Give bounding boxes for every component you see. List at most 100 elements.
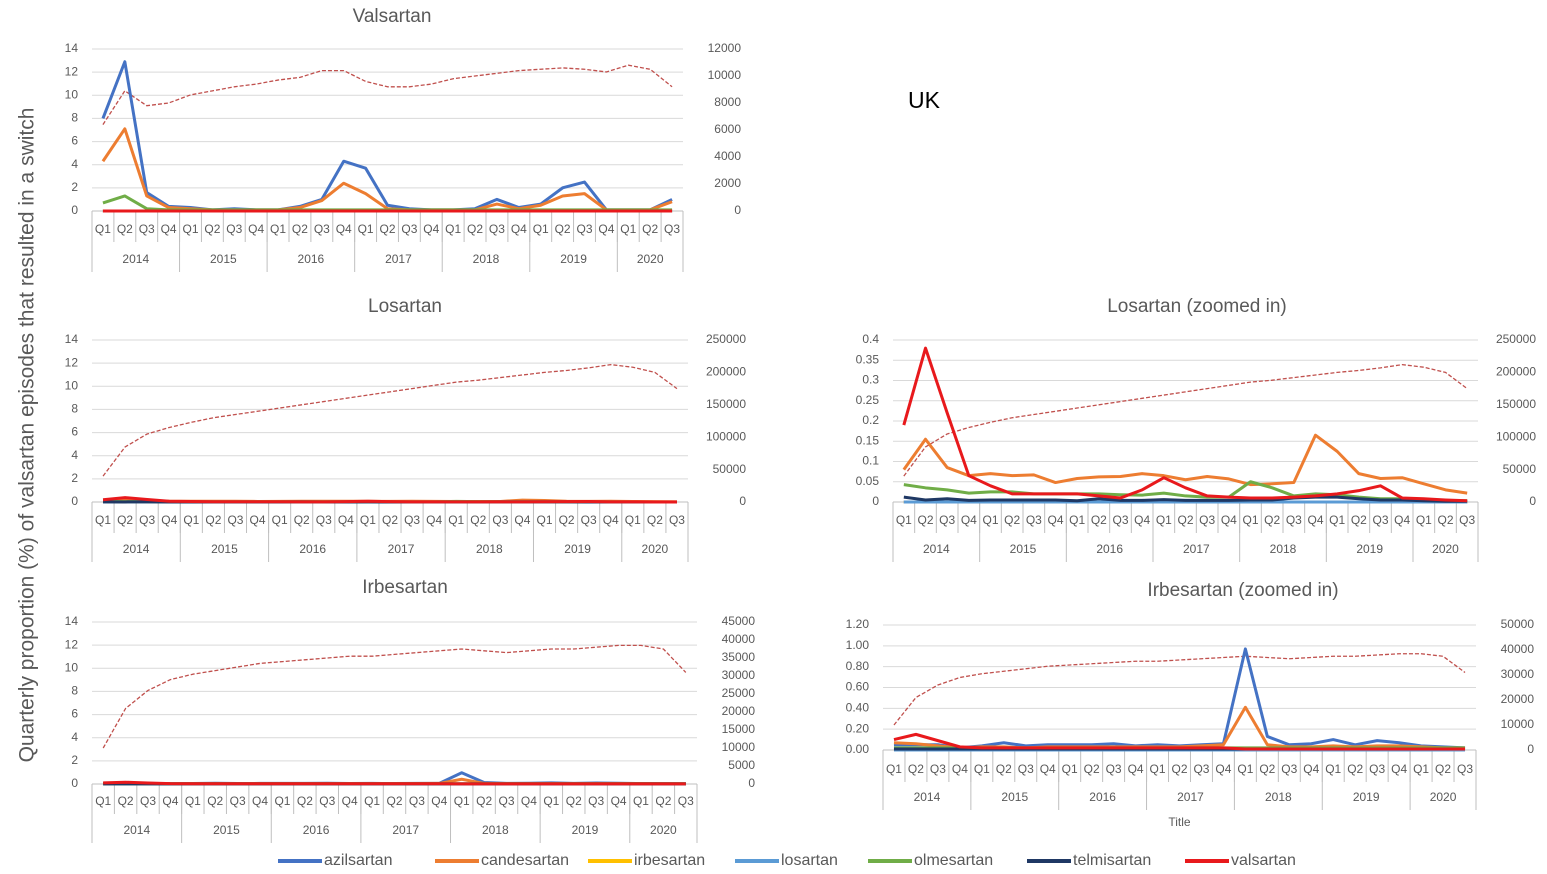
x-tick-label: Q1 bbox=[448, 513, 464, 527]
x-tick-label: Q1 bbox=[982, 513, 998, 527]
total-line bbox=[903, 363, 1468, 477]
x-tick-label: Q1 bbox=[1062, 762, 1078, 776]
x-tick-label: Q4 bbox=[161, 222, 177, 236]
y-tick-label: 0 bbox=[872, 494, 879, 508]
x-tick-label: Q2 bbox=[1171, 762, 1187, 776]
y2-tick-label: 5000 bbox=[728, 758, 755, 772]
x-tick-label: Q2 bbox=[204, 222, 220, 236]
year-label: 2014 bbox=[923, 542, 950, 556]
y-tick-label: 0.2 bbox=[862, 413, 879, 427]
x-tick-label: Q4 bbox=[1128, 762, 1144, 776]
legend-label: olmesartan bbox=[914, 852, 993, 869]
year-label: 2020 bbox=[642, 542, 669, 556]
legend-label: azilsartan bbox=[324, 852, 392, 869]
x-tick-label: Q4 bbox=[1134, 513, 1150, 527]
year-label: 2019 bbox=[572, 823, 599, 837]
x-tick-label: Q1 bbox=[1069, 513, 1085, 527]
x-tick-label: Q1 bbox=[360, 513, 376, 527]
region-label: UK bbox=[908, 87, 941, 113]
x-tick-label: Q1 bbox=[1237, 762, 1253, 776]
x-tick-label: Q2 bbox=[1177, 513, 1193, 527]
y2-tick-label: 8000 bbox=[714, 95, 741, 109]
y2-tick-label: 150000 bbox=[706, 397, 746, 411]
x-tick-label: Q3 bbox=[669, 513, 685, 527]
year-label: 2016 bbox=[1089, 790, 1116, 804]
x-tick-label: Q2 bbox=[996, 762, 1012, 776]
year-label: 2015 bbox=[1001, 790, 1028, 804]
y2-tick-label: 10000 bbox=[708, 68, 742, 82]
x-tick-label: Q4 bbox=[423, 222, 439, 236]
year-label: 2014 bbox=[123, 542, 150, 556]
x-tick-label: Q4 bbox=[611, 794, 627, 808]
x-tick-label: Q4 bbox=[1040, 762, 1056, 776]
x-tick-label: Q4 bbox=[426, 513, 442, 527]
x-tick-label: Q3 bbox=[227, 513, 243, 527]
year-label: 2016 bbox=[1096, 542, 1123, 556]
year-label: 2018 bbox=[473, 252, 500, 266]
year-label: 2018 bbox=[482, 823, 509, 837]
y2-tick-label: 20000 bbox=[1501, 692, 1535, 706]
x-tick-label: Q3 bbox=[576, 222, 592, 236]
y-tick-label: 12 bbox=[65, 637, 79, 651]
y2-tick-label: 0 bbox=[1527, 742, 1534, 756]
x-tick-label: Q1 bbox=[364, 794, 380, 808]
x-tick-label: Q2 bbox=[386, 794, 402, 808]
series-line bbox=[903, 495, 1468, 503]
x-tick-label: Q1 bbox=[274, 794, 290, 808]
x-tick-label: Q4 bbox=[603, 513, 619, 527]
x-tick-label: Q1 bbox=[886, 762, 902, 776]
x-tick-label: Q4 bbox=[431, 794, 447, 808]
x-tick-label: Q3 bbox=[1026, 513, 1042, 527]
x-tick-label: Q3 bbox=[1286, 513, 1302, 527]
x-tick-label: Q3 bbox=[1457, 762, 1473, 776]
y-tick-label: 6 bbox=[71, 425, 78, 439]
x-tick-label: Q1 bbox=[183, 513, 199, 527]
y2-tick-label: 10000 bbox=[1501, 717, 1535, 731]
x-tick-label: Q3 bbox=[140, 794, 156, 808]
x-tick-label: Q4 bbox=[336, 222, 352, 236]
x-tick-label: Q1 bbox=[1329, 513, 1345, 527]
y2-tick-label: 50000 bbox=[1501, 617, 1535, 631]
y-tick-label: 0.4 bbox=[862, 332, 879, 346]
x-tick-label: Q2 bbox=[917, 513, 933, 527]
y-tick-label: 10 bbox=[65, 87, 79, 101]
y2-tick-label: 0 bbox=[734, 203, 741, 217]
x-tick-label: Q3 bbox=[139, 513, 155, 527]
x-tick-label: Q4 bbox=[961, 513, 977, 527]
y2-tick-label: 30000 bbox=[722, 668, 756, 682]
year-label: 2020 bbox=[1432, 542, 1459, 556]
y-tick-label: 0.1 bbox=[862, 454, 879, 468]
x-tick-label: Q1 bbox=[974, 762, 990, 776]
year-label: 2015 bbox=[211, 542, 238, 556]
year-label: 2018 bbox=[1265, 790, 1292, 804]
legend-label: losartan bbox=[781, 852, 838, 869]
total-line bbox=[102, 644, 687, 749]
y-tick-label: 6 bbox=[71, 134, 78, 148]
y-tick-label: 0.15 bbox=[856, 433, 880, 447]
x-tick-label: Q3 bbox=[930, 762, 946, 776]
x-tick-label: Q1 bbox=[272, 513, 288, 527]
y2-tick-label: 35000 bbox=[722, 650, 756, 664]
year-label: 2014 bbox=[122, 252, 149, 266]
x-tick-label: Q1 bbox=[625, 513, 641, 527]
total-line bbox=[102, 363, 678, 477]
x-tick-label: Q3 bbox=[316, 513, 332, 527]
chart-title: Irbesartan (zoomed in) bbox=[1147, 580, 1338, 601]
x-tick-label: Q3 bbox=[588, 794, 604, 808]
x-tick-label: Q3 bbox=[489, 222, 505, 236]
y2-tick-label: 200000 bbox=[1496, 365, 1536, 379]
y2-tick-label: 50000 bbox=[1503, 462, 1537, 476]
y2-tick-label: 6000 bbox=[714, 122, 741, 136]
chart-title: Losartan (zoomed in) bbox=[1107, 296, 1287, 317]
y-tick-label: 1.20 bbox=[846, 617, 870, 631]
x-tick-label: Q1 bbox=[95, 222, 111, 236]
year-label: 2014 bbox=[914, 790, 941, 804]
year-label: 2018 bbox=[1270, 542, 1297, 556]
x-tick-label: Q4 bbox=[511, 222, 527, 236]
y-tick-label: 0.3 bbox=[862, 373, 879, 387]
series-line bbox=[101, 127, 673, 212]
x-tick-label: Q4 bbox=[1221, 513, 1237, 527]
y-tick-label: 0.60 bbox=[846, 680, 870, 694]
x-tick-label: Q1 bbox=[1413, 762, 1429, 776]
x-tick-label: Q3 bbox=[230, 794, 246, 808]
